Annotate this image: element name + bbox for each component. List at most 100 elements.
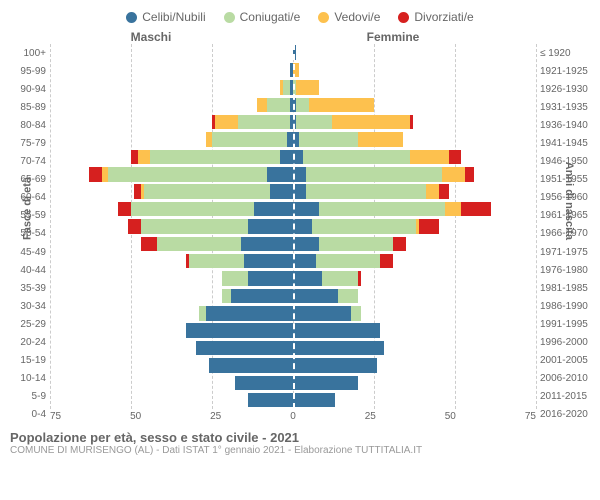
male-half <box>50 202 293 217</box>
female-half <box>293 167 536 182</box>
seg-co <box>108 167 267 182</box>
seg-co <box>131 202 254 217</box>
seg-v <box>138 150 151 165</box>
seg-co <box>299 132 357 147</box>
seg-c <box>248 271 293 286</box>
legend-label: Vedovi/e <box>334 10 380 24</box>
footer: Popolazione per età, sesso e stato civil… <box>0 424 600 456</box>
age-tick: 85-89 <box>10 102 46 113</box>
yaxis-left-label: Fasce di età <box>21 177 33 240</box>
age-tick: 10-14 <box>10 373 46 384</box>
male-half <box>50 289 293 304</box>
seg-d <box>449 150 462 165</box>
x-tick: 75 <box>50 411 61 422</box>
male-half <box>50 393 293 408</box>
age-tick: 5-9 <box>10 391 46 402</box>
x-tick: 50 <box>445 411 456 422</box>
legend-label: Divorziati/e <box>414 10 473 24</box>
male-half <box>50 323 293 338</box>
seg-d <box>439 184 449 199</box>
seg-c <box>293 323 380 338</box>
male-half <box>50 45 293 60</box>
seg-co <box>322 271 358 286</box>
male-half <box>50 80 293 95</box>
seg-co <box>189 254 244 269</box>
birth-tick: 1941-1945 <box>540 138 590 149</box>
seg-co <box>238 115 290 130</box>
seg-d <box>393 237 406 252</box>
seg-c <box>244 254 293 269</box>
legend-swatch <box>318 12 329 23</box>
seg-co <box>222 289 232 304</box>
seg-c <box>241 237 293 252</box>
male-half <box>50 132 293 147</box>
seg-c <box>186 323 293 338</box>
female-half <box>293 63 536 78</box>
seg-co <box>351 306 361 321</box>
age-tick: 80-84 <box>10 120 46 131</box>
seg-co <box>141 219 248 234</box>
legend-label: Celibi/Nubili <box>142 10 205 24</box>
female-half <box>293 150 536 165</box>
birth-tick: 1921-1925 <box>540 66 590 77</box>
female-half <box>293 323 536 338</box>
age-tick: 30-34 <box>10 301 46 312</box>
seg-d <box>380 254 393 269</box>
male-half <box>50 358 293 373</box>
female-half <box>293 202 536 217</box>
seg-d <box>419 219 438 234</box>
legend-item: Coniugati/e <box>224 10 301 24</box>
age-tick: 70-74 <box>10 156 46 167</box>
seg-v <box>215 115 238 130</box>
seg-v <box>257 98 267 113</box>
seg-d <box>358 271 361 286</box>
female-half <box>293 271 536 286</box>
male-half <box>50 150 293 165</box>
birth-tick: 2011-2015 <box>540 391 590 402</box>
seg-c <box>280 150 293 165</box>
male-half <box>50 306 293 321</box>
female-half <box>293 45 536 60</box>
seg-co <box>267 98 290 113</box>
age-tick: 100+ <box>10 48 46 59</box>
birth-tick: 1981-1985 <box>540 283 590 294</box>
seg-d <box>141 237 157 252</box>
legend: Celibi/Nubili Coniugati/e Vedovi/e Divorzia… <box>0 0 600 30</box>
male-half <box>50 98 293 113</box>
x-tick: 50 <box>130 411 141 422</box>
seg-d <box>128 219 141 234</box>
seg-co <box>338 289 357 304</box>
seg-c <box>231 289 293 304</box>
chart-area: Fasce di età 100+95-9990-9485-8980-8475-… <box>0 44 600 424</box>
seg-c <box>293 393 335 408</box>
seg-d <box>118 202 131 217</box>
seg-c <box>293 306 351 321</box>
gender-headers: Maschi Femmine <box>0 30 600 44</box>
seg-c <box>293 376 358 391</box>
seg-co <box>303 150 410 165</box>
male-half <box>50 167 293 182</box>
female-half <box>293 80 536 95</box>
male-half <box>50 376 293 391</box>
female-half <box>293 393 536 408</box>
female-half <box>293 254 536 269</box>
seg-v <box>332 115 410 130</box>
seg-co <box>296 115 332 130</box>
chart-title: Popolazione per età, sesso e stato civil… <box>10 430 590 445</box>
seg-c <box>196 341 293 356</box>
age-tick: 35-39 <box>10 283 46 294</box>
seg-c <box>293 254 316 269</box>
female-half <box>293 376 536 391</box>
birth-tick: 1971-1975 <box>540 247 590 258</box>
seg-c <box>209 358 293 373</box>
seg-v <box>309 98 374 113</box>
seg-co <box>306 184 426 199</box>
female-half <box>293 115 536 130</box>
seg-c <box>293 358 377 373</box>
seg-d <box>89 167 102 182</box>
female-half <box>293 358 536 373</box>
male-half <box>50 184 293 199</box>
birth-tick: 1926-1930 <box>540 84 590 95</box>
seg-co <box>157 237 241 252</box>
yaxis-right-label: Anni di nascita <box>563 162 575 240</box>
